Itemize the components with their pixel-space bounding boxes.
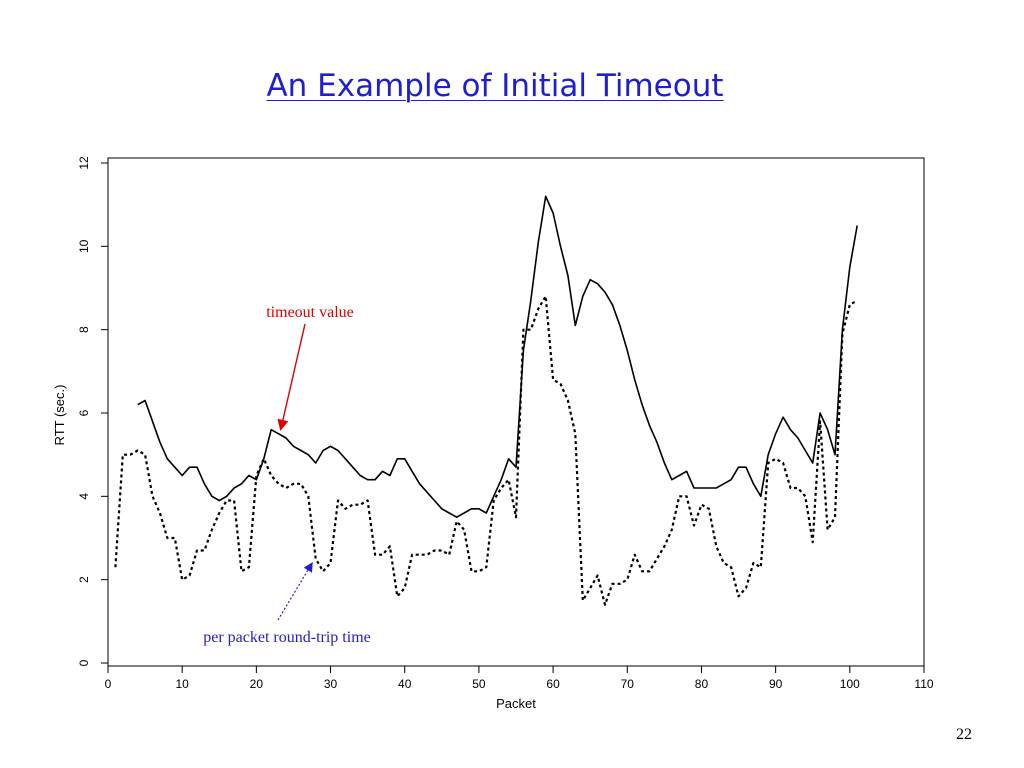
timeout-annotation-arrow [277,323,306,431]
series-layer [114,195,858,606]
x-tick-label: 40 [398,677,412,691]
x-tick-label: 10 [176,677,190,691]
y-axis-label: RTT (sec.) [52,385,67,446]
page-number: 22 [956,726,972,743]
x-tick-label: 80 [695,677,709,691]
x-axis: 0 10 20 30 40 50 60 70 80 90 100 110 [105,666,934,691]
plot-frame [107,157,925,667]
x-tick-label: 70 [621,677,635,691]
rtt-annotation-arrow [277,562,313,621]
x-tick-label: 30 [324,677,338,691]
timeout-series-line [137,195,858,518]
y-tick-label: 4 [77,493,91,500]
round-trip-time-annotation: per packet round-trip time [203,629,371,646]
x-tick-label: 100 [840,677,860,691]
x-tick-label: 50 [472,677,486,691]
y-tick-label: 2 [77,576,91,583]
y-tick-label: 8 [77,326,91,333]
annotation-layer: timeout value per packet round-trip time [203,304,371,646]
x-tick-label: 110 [914,677,933,691]
y-tick-label: 0 [77,659,91,666]
y-tick-label: 12 [77,156,91,170]
y-tick-label: 6 [77,409,91,416]
x-tick-label: 60 [546,677,560,691]
y-axis: 0 2 4 6 8 10 12 [77,156,108,666]
x-tick-label: 20 [250,677,264,691]
timeout-value-annotation: timeout value [266,304,354,321]
rtt-series-line [114,295,858,606]
x-tick-label: 0 [105,677,112,691]
x-tick-label: 90 [769,677,783,691]
x-axis-label: Packet [496,696,536,711]
slide-title: An Example of Initial Timeout [266,68,724,104]
y-tick-label: 10 [77,239,91,253]
